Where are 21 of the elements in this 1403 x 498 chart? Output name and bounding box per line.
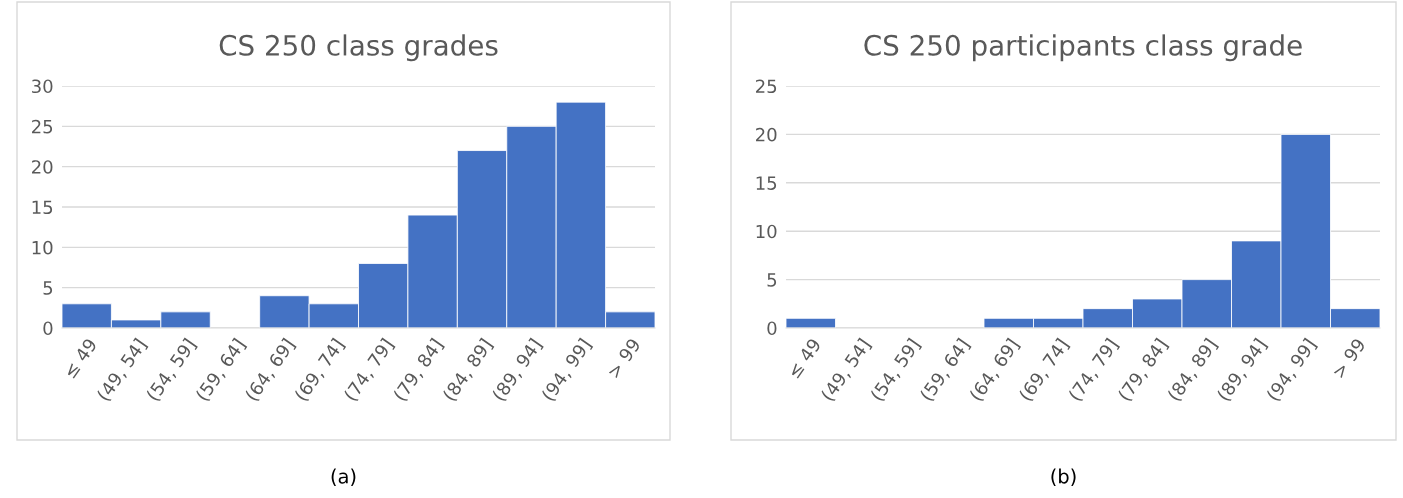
y-tick-label: 0 xyxy=(43,321,53,336)
x-tick-label: ≤ 49 xyxy=(62,337,98,379)
y-tick-label: 10 xyxy=(32,240,53,255)
y-tick-label: 20 xyxy=(756,127,777,142)
x-tick-label: ≤ 49 xyxy=(786,337,822,379)
y-tick-label: 25 xyxy=(756,79,777,94)
y-tick-label: 30 xyxy=(32,79,53,94)
y-tick-label: 15 xyxy=(756,176,777,190)
y-tick-label: 0 xyxy=(767,321,777,336)
x-tick-label: > 99 xyxy=(606,337,642,379)
text: (b) xyxy=(1051,468,1076,486)
y-tick-label: 10 xyxy=(756,224,777,239)
y-tick-label: 5 xyxy=(767,273,777,287)
text: (a) xyxy=(331,468,356,486)
y-tick-label: 20 xyxy=(32,160,53,174)
y-tick-label: 5 xyxy=(43,281,53,295)
y-tick-label: 25 xyxy=(32,119,53,134)
x-tick-label: > 99 xyxy=(1331,337,1366,379)
y-tick-label: 15 xyxy=(32,200,53,215)
chart-title: CS 250 participants class grade xyxy=(864,34,1302,62)
chart-title: CS 250 class grades xyxy=(219,34,498,62)
